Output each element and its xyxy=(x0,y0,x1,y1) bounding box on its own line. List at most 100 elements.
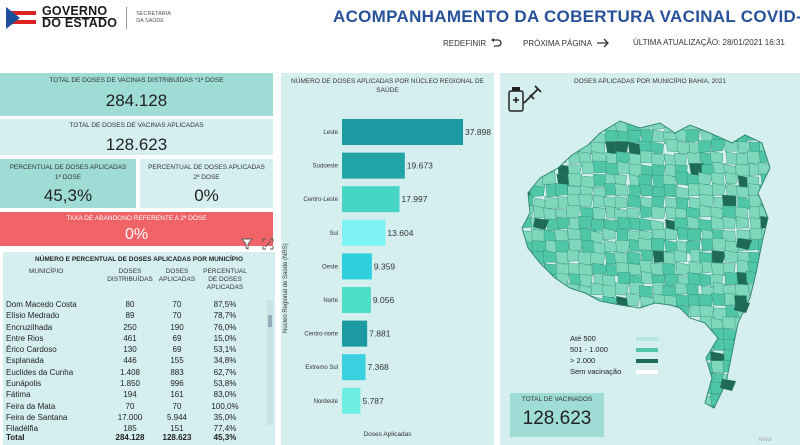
municipality-region[interactable] xyxy=(519,361,534,375)
municipality-region[interactable] xyxy=(638,395,651,408)
municipality-region[interactable] xyxy=(663,405,678,417)
municipality-region[interactable] xyxy=(651,391,664,405)
bar-nordeste[interactable] xyxy=(342,387,361,414)
municipality-region[interactable] xyxy=(758,150,772,163)
municipality-region[interactable] xyxy=(557,350,571,363)
municipality-region[interactable] xyxy=(723,392,737,405)
municipality-region[interactable] xyxy=(652,403,666,417)
table-row[interactable]: Érico Cardoso 130 69 53,1% xyxy=(3,344,275,355)
municipality-region[interactable] xyxy=(578,251,593,266)
municipality-region[interactable] xyxy=(688,260,705,274)
municipality-region[interactable] xyxy=(686,228,702,242)
municipality-region[interactable] xyxy=(605,316,619,329)
municipality-region[interactable] xyxy=(774,140,786,152)
municipality-region[interactable] xyxy=(710,360,725,374)
next-page-button[interactable]: PRÓXIMA PÁGINA xyxy=(523,38,610,48)
municipality-region[interactable] xyxy=(745,328,760,342)
municipality-region[interactable] xyxy=(664,227,679,240)
municipality-region[interactable] xyxy=(758,252,772,265)
municipality-region[interactable] xyxy=(553,228,569,242)
municipality-region[interactable] xyxy=(555,183,568,196)
municipality-region[interactable] xyxy=(773,239,788,252)
municipality-region[interactable] xyxy=(689,350,703,364)
municipality-region[interactable] xyxy=(653,304,667,317)
municipality-region[interactable] xyxy=(711,238,728,251)
municipality-region[interactable] xyxy=(554,329,569,343)
municipality-region[interactable] xyxy=(772,207,784,219)
municipality-region[interactable] xyxy=(637,118,653,132)
municipality-region[interactable] xyxy=(653,383,669,397)
municipality-region[interactable] xyxy=(577,129,592,143)
municipality-region[interactable] xyxy=(555,373,570,387)
municipality-region[interactable] xyxy=(746,350,761,364)
municipality-region[interactable] xyxy=(521,141,534,154)
municipality-region[interactable] xyxy=(616,382,632,395)
table-row[interactable]: Eunápolis 1.850 996 53,8% xyxy=(3,378,275,389)
municipality-region[interactable] xyxy=(521,329,535,342)
municipality-region[interactable] xyxy=(579,381,593,394)
municipality-region[interactable] xyxy=(554,139,569,154)
municipality-region[interactable] xyxy=(530,338,545,352)
municipality-region[interactable] xyxy=(735,283,750,298)
municipality-region[interactable] xyxy=(773,218,787,230)
municipality-region[interactable] xyxy=(700,406,714,419)
municipality-region[interactable] xyxy=(722,117,738,130)
municipality-region[interactable] xyxy=(544,315,559,329)
municipality-region[interactable] xyxy=(544,196,559,209)
municipality-region[interactable] xyxy=(640,129,653,143)
table-row[interactable]: Euclides da Cunha 1.408 883 62,7% xyxy=(3,367,275,378)
municipality-region[interactable] xyxy=(520,340,535,354)
municipality-region[interactable] xyxy=(674,360,688,374)
municipality-region[interactable] xyxy=(725,405,741,419)
municipality-region[interactable] xyxy=(711,139,726,152)
municipality-region[interactable] xyxy=(628,184,642,198)
municipality-region[interactable] xyxy=(772,295,784,307)
municipality-region[interactable] xyxy=(542,150,556,164)
municipality-region[interactable] xyxy=(556,380,571,394)
table-row[interactable]: Fátima 194 161 83,0% xyxy=(3,389,275,400)
municipality-region[interactable] xyxy=(616,151,632,164)
municipality-region[interactable] xyxy=(650,237,665,252)
municipality-region[interactable] xyxy=(771,130,785,142)
municipality-region[interactable] xyxy=(761,383,775,397)
municipality-region[interactable] xyxy=(557,306,572,321)
municipality-region[interactable] xyxy=(590,230,605,243)
municipality-region[interactable] xyxy=(698,171,714,185)
municipality-region[interactable] xyxy=(639,183,653,197)
municipality-region[interactable] xyxy=(774,351,786,363)
municipality-region[interactable] xyxy=(617,318,632,332)
municipality-region[interactable] xyxy=(591,117,606,130)
municipality-region[interactable] xyxy=(723,338,738,352)
municipality-region[interactable] xyxy=(591,305,606,318)
municipality-region[interactable] xyxy=(580,318,594,331)
municipality-region[interactable] xyxy=(771,316,785,328)
bar-centro-norte[interactable] xyxy=(342,320,368,347)
municipality-region[interactable] xyxy=(675,171,689,186)
municipality-region[interactable] xyxy=(748,316,763,330)
municipality-region[interactable] xyxy=(602,392,619,406)
reset-button[interactable]: REDEFINIR xyxy=(443,38,502,48)
municipality-region[interactable] xyxy=(747,119,762,132)
municipality-region[interactable] xyxy=(569,128,584,141)
municipality-region[interactable] xyxy=(529,184,545,197)
municipality-region[interactable] xyxy=(711,262,726,276)
municipality-region[interactable] xyxy=(724,171,739,185)
municipality-region[interactable] xyxy=(638,314,654,328)
municipality-region[interactable] xyxy=(590,252,605,265)
municipality-region[interactable] xyxy=(774,304,787,316)
municipality-region[interactable] xyxy=(663,370,678,384)
municipality-region[interactable] xyxy=(625,292,641,307)
municipality-region[interactable] xyxy=(545,307,560,321)
municipality-region[interactable] xyxy=(629,392,644,405)
municipality-region[interactable] xyxy=(769,372,785,385)
municipality-region[interactable] xyxy=(735,216,749,229)
municipality-region[interactable] xyxy=(590,282,605,296)
municipality-region[interactable] xyxy=(773,250,787,262)
municipality-region[interactable] xyxy=(761,392,777,405)
municipality-region[interactable] xyxy=(676,340,691,354)
municipality-region[interactable] xyxy=(675,186,690,200)
header-municipio[interactable]: MUNICÍPIO xyxy=(29,268,64,275)
table-row[interactable]: Encruzilhada 250 190 76,0% xyxy=(3,322,275,333)
municipality-region[interactable] xyxy=(712,120,726,133)
municipality-region[interactable] xyxy=(554,240,570,253)
